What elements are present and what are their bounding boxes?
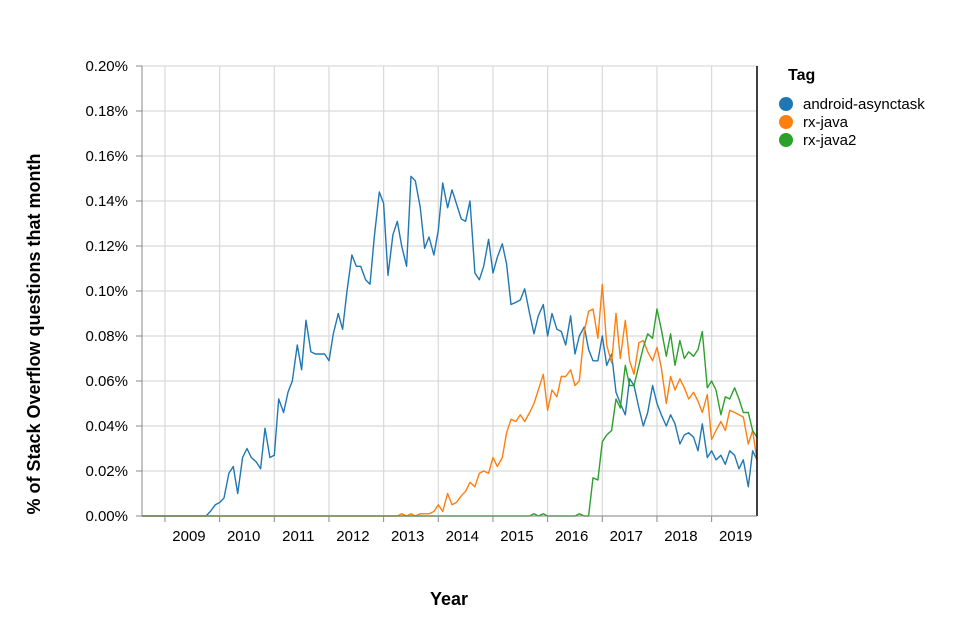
grid — [142, 65, 757, 517]
x-tick-label: 2014 — [446, 528, 479, 545]
y-tick-label: 0.00% — [85, 508, 128, 525]
x-tick-label: 2012 — [336, 528, 369, 545]
y-tick-label: 0.16% — [85, 148, 128, 165]
y-tick-label: 0.06% — [85, 373, 128, 390]
series-line-android-asynctask — [142, 175, 758, 517]
series-line-rx-java2 — [142, 308, 758, 517]
x-axis-title: Year — [430, 589, 468, 609]
x-tick-label: 2009 — [172, 528, 205, 545]
legend-swatch-rx-java — [779, 115, 793, 129]
legend-label-rx-java: rx-java — [803, 114, 849, 131]
y-tick-label: 0.20% — [85, 58, 128, 75]
tick-labels: 0.00% 0.02% 0.04% 0.06% 0.08% 0.10% 0.12% 0.14%… — [85, 58, 752, 545]
x-tick-label: 2011 — [282, 528, 314, 545]
x-tick-label: 2015 — [500, 528, 533, 545]
y-tick-label: 0.18% — [85, 103, 128, 120]
legend-swatch-android-asynctask — [779, 97, 793, 111]
x-tick-label: 2018 — [664, 528, 697, 545]
y-tick-label: 0.12% — [85, 238, 128, 255]
axes — [136, 65, 758, 522]
legend-swatch-rx-java2 — [779, 133, 793, 147]
x-tick-label: 2010 — [227, 528, 260, 545]
series-lines — [142, 175, 758, 517]
y-axis-title: % of Stack Overflow questions that month — [24, 153, 44, 514]
legend-label-rx-java2: rx-java2 — [803, 132, 856, 149]
legend-label-android-asynctask: android-asynctask — [803, 96, 925, 113]
x-tick-label: 2016 — [555, 528, 588, 545]
legend-title: Tag — [788, 67, 815, 84]
series-line-rx-java — [142, 283, 758, 517]
y-tick-label: 0.02% — [85, 463, 128, 480]
y-tick-label: 0.04% — [85, 418, 128, 435]
x-tick-label: 2019 — [719, 528, 752, 545]
y-tick-label: 0.08% — [85, 328, 128, 345]
x-tick-label: 2017 — [610, 528, 643, 545]
x-tick-label: 2013 — [391, 528, 424, 545]
y-tick-label: 0.14% — [85, 193, 128, 210]
y-tick-label: 0.10% — [85, 283, 128, 300]
